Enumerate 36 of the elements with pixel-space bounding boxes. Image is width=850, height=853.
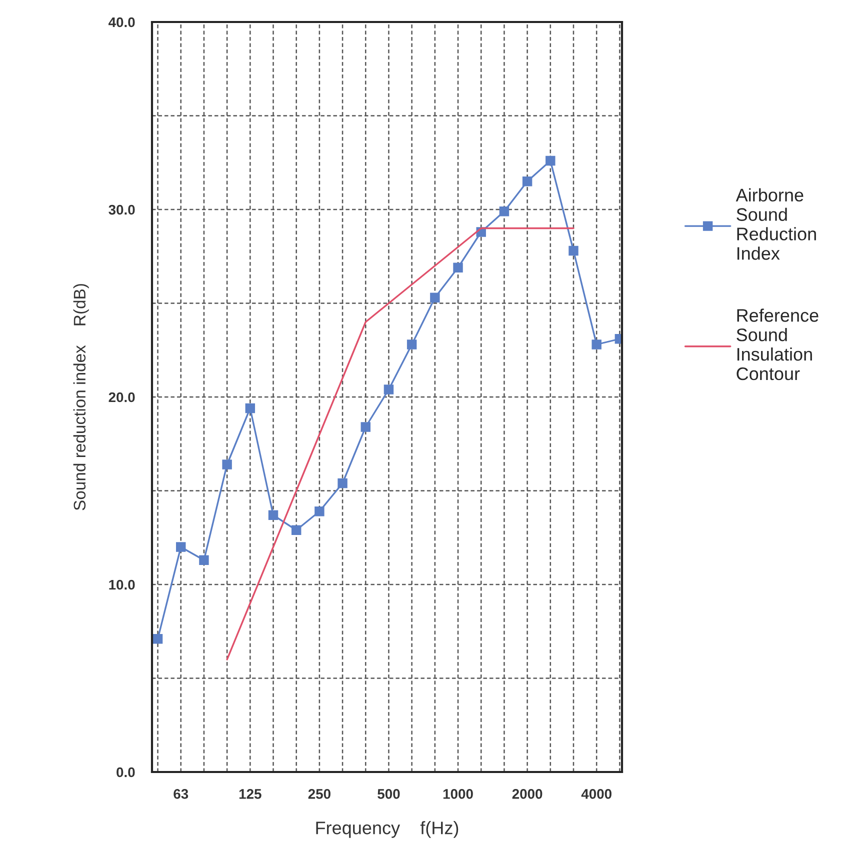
point <box>592 340 602 350</box>
point <box>499 206 510 216</box>
point <box>268 510 278 520</box>
y-tick-label: 40.0 <box>108 17 135 28</box>
point <box>291 525 302 535</box>
y-axis-title: Sound reduction index R(dB) <box>73 284 89 510</box>
point <box>314 506 324 516</box>
point <box>152 634 163 644</box>
x-tick-label: 2000 <box>512 789 542 799</box>
x-tick-label: 1000 <box>443 789 473 799</box>
y-tick-label: 10.0 <box>109 580 135 590</box>
point <box>522 176 532 186</box>
x-tick-label: 63 <box>174 789 188 799</box>
point <box>338 478 348 488</box>
point <box>245 403 256 414</box>
point <box>430 292 440 302</box>
x-tick-label: 125 <box>239 789 262 799</box>
line-series <box>226 227 574 660</box>
x-tick-label: 4000 <box>581 789 612 799</box>
point <box>384 384 394 394</box>
y-tick-label: 30.0 <box>108 204 135 215</box>
point <box>360 422 370 432</box>
x-tick-label: 500 <box>378 789 400 799</box>
y-tick-label: 0.0 <box>116 767 135 778</box>
point <box>546 156 556 166</box>
point <box>222 460 232 470</box>
point <box>199 555 209 565</box>
point <box>568 246 578 256</box>
x-tick-label: 250 <box>308 789 330 799</box>
x-axis-title: Frequency f(Hz) <box>316 821 458 838</box>
point <box>453 262 463 272</box>
legend-label: Airborne Sound Reduction Index <box>736 188 816 260</box>
point <box>406 340 417 350</box>
legend-label: Reference Sound Insulation Contour <box>736 308 818 380</box>
point <box>176 542 186 552</box>
y-tick-label: 20.0 <box>108 392 135 402</box>
